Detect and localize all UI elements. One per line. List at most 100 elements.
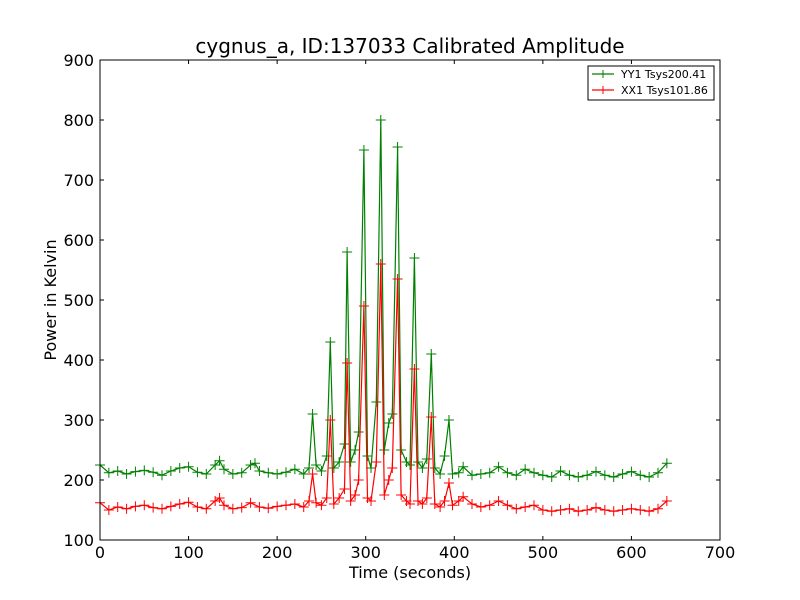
data-point (342, 247, 353, 257)
data-point (493, 496, 504, 506)
data-point (409, 253, 420, 263)
data-point (426, 412, 437, 422)
data-point (371, 397, 382, 407)
data-point (421, 493, 432, 503)
data-point (439, 451, 450, 461)
y-tick-label: 200 (63, 471, 94, 490)
y-tick-label: 700 (63, 171, 94, 190)
data-point (210, 460, 221, 470)
data-point (661, 496, 672, 506)
data-point (227, 503, 238, 514)
data-point (311, 497, 322, 508)
data-point (484, 467, 495, 478)
data-point (289, 499, 300, 509)
y-tick-label: 300 (63, 411, 94, 430)
data-point (112, 466, 123, 476)
data-point (484, 500, 495, 511)
y-tick-label: 800 (63, 111, 94, 130)
data-point (353, 475, 364, 485)
data-point (121, 503, 132, 514)
data-point (379, 490, 390, 500)
data-point (112, 502, 123, 512)
data-point (311, 460, 322, 470)
data-point (653, 503, 663, 514)
data-point (366, 496, 377, 506)
data-point (644, 506, 655, 517)
data-point (591, 466, 601, 477)
data-point (236, 467, 247, 478)
data-point (387, 409, 398, 419)
data-point (245, 460, 256, 470)
data-point (396, 490, 407, 500)
data-point (339, 484, 350, 494)
chart-title: cygnus_a, ID:137033 Calibrated Amplitude (195, 34, 624, 58)
y-axis-label: Power in Kelvin (41, 239, 60, 360)
data-point (511, 503, 522, 514)
series-1 (95, 259, 672, 517)
data-point (307, 469, 318, 479)
data-point (383, 475, 394, 485)
data-point (350, 445, 361, 455)
data-point (582, 505, 593, 515)
data-point (362, 451, 373, 461)
data-point (591, 502, 601, 513)
legend-label: YY1 Tsys200.41 (620, 68, 706, 81)
data-point (289, 464, 300, 475)
data-point (520, 502, 531, 512)
data-point (599, 470, 610, 481)
data-point (439, 496, 450, 506)
x-tick-label: 200 (262, 543, 293, 562)
data-point (555, 466, 566, 476)
data-point (325, 337, 336, 347)
data-point (219, 464, 229, 475)
data-point (546, 472, 557, 482)
legend-swatch-marker (599, 70, 607, 78)
data-point (121, 469, 132, 479)
data-point (409, 364, 420, 374)
data-point (339, 439, 350, 449)
data-point (254, 502, 265, 512)
x-tick-label: 700 (705, 543, 736, 562)
data-point (537, 505, 548, 515)
data-point (443, 478, 454, 488)
x-tick-label: 300 (350, 543, 381, 562)
x-tick-label: 500 (528, 543, 559, 562)
data-point (263, 503, 274, 514)
legend-swatch-marker (599, 86, 607, 94)
data-point (174, 499, 185, 509)
data-point (429, 499, 440, 509)
data-point (345, 496, 356, 506)
data-point (201, 469, 212, 479)
data-point (236, 502, 247, 513)
data-point (281, 500, 291, 511)
data-point (157, 503, 167, 514)
data-point (148, 467, 159, 478)
data-point (174, 463, 185, 473)
data-point (103, 467, 114, 478)
data-point (617, 469, 628, 479)
data-point (165, 466, 176, 476)
data-point (375, 259, 386, 269)
data-point (316, 466, 327, 476)
x-tick-label: 600 (616, 543, 647, 562)
data-point (139, 465, 150, 476)
data-point (334, 493, 345, 503)
data-point (626, 466, 637, 477)
data-point (353, 427, 364, 437)
data-point (254, 466, 265, 476)
data-point (467, 499, 477, 509)
data-point (447, 500, 458, 511)
data-point (139, 500, 150, 511)
data-point (564, 503, 575, 514)
data-point (502, 467, 513, 478)
data-point (201, 503, 212, 514)
data-point (405, 460, 415, 470)
data-point (520, 464, 531, 475)
data-point (555, 505, 566, 515)
x-tick-label: 400 (439, 543, 470, 562)
data-point (383, 418, 394, 428)
data-point (345, 457, 356, 467)
data-point (250, 458, 260, 469)
data-point (350, 490, 361, 500)
data-point (325, 415, 336, 425)
